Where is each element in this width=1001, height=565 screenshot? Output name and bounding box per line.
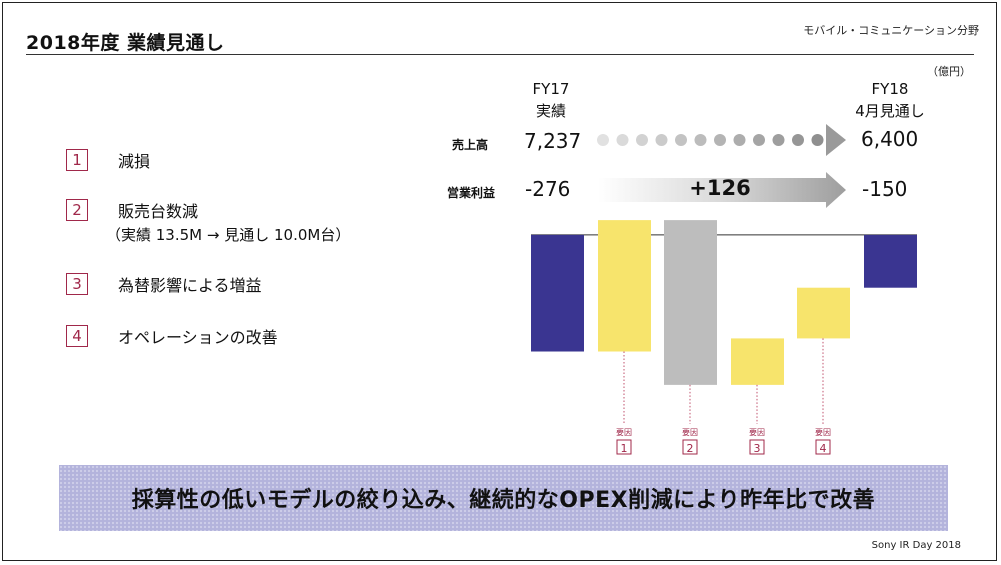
sales-trend-dots [597,134,824,146]
op-row-label: 営業利益 [447,186,496,200]
factor-tag-number: 1 [621,442,628,455]
fy18-header-line2: 4月見通し [855,102,925,120]
waterfall-bar-2 [598,220,651,352]
factor-label: 為替影響による増益 [118,276,262,295]
segment-label: モバイル・コミュニケーション分野 [803,24,979,37]
waterfall-bar-6 [864,234,917,288]
sales-fy17-value: 7,237 [524,129,582,153]
sales-trend-dot [636,134,648,146]
title-divider [26,54,974,55]
sales-trend-dot [792,134,804,146]
unit-label: （億円） [927,65,971,78]
factor-number: 2 [66,199,88,221]
sales-trend-dot [616,134,629,146]
waterfall-bar-4 [731,338,784,385]
op-change-label: +126 [689,176,750,200]
factor-number: 3 [66,273,88,295]
factor-number: 4 [66,325,88,347]
fy18-header: FY18 4月見通し [845,78,935,122]
sales-trend-dot [655,134,668,146]
sales-trend-dot [694,134,707,146]
factor-tag-number: 2 [687,442,694,455]
factor-label: オペレーションの改善 [118,328,278,347]
fy17-header-line2: 実績 [535,102,566,120]
factor-number: 1 [66,149,88,171]
sales-trend-dot [811,134,824,146]
footer-label: Sony IR Day 2018 [871,540,961,551]
op-change-arrow [598,172,846,208]
waterfall-bar-3 [664,220,717,385]
factor-tag-number: 3 [754,442,761,455]
sales-trend-dot [675,134,687,146]
page-title: 2018年度 業績見通し [26,32,225,54]
factor-item-4: 4 オペレーションの改善 [66,324,278,348]
sales-trend-dot [772,134,785,146]
op-fy18-value: -150 [862,177,908,201]
factor-tag-prefix: 要因 [682,428,698,437]
fy17-header-line1: FY17 [532,80,570,98]
factor-tag-prefix: 要因 [749,428,765,437]
sales-trend-dot [597,134,609,146]
sales-trend-dot [733,134,746,146]
sales-arrow-head [826,124,846,156]
factor-label: 販売台数減 [118,202,199,221]
factor-tag-box [616,439,632,455]
factor-item-1: 1 減損 [66,148,150,172]
factor-label: 減損 [118,152,151,171]
summary-banner-text: 採算性の低いモデルの絞り込み、継続的なOPEX削減により昨年比で改善 [131,488,876,513]
factor-tag-box [749,439,765,455]
fy18-header-line1: FY18 [871,80,909,98]
waterfall-bar-5 [797,287,850,339]
factor-2-note: （実績 13.5M → 見通し 10.0M台） [106,226,351,244]
factor-tag-prefix: 要因 [815,428,831,437]
sales-fy18-value: 6,400 [861,127,919,151]
waterfall-bar-1 [531,234,584,352]
fy17-header: FY17 実績 [516,78,586,122]
factor-item-2: 2 販売台数減 [66,198,198,222]
sales-trend-dot [753,134,765,146]
factor-tag-box [815,439,831,455]
sales-row-label: 売上高 [452,138,489,152]
factor-tag-prefix: 要因 [616,428,632,437]
factor-tag-number: 4 [820,442,827,455]
sales-trend-dot [714,134,726,146]
op-fy17-value: -276 [525,177,571,201]
summary-banner: 採算性の低いモデルの絞り込み、継続的なOPEX削減により昨年比で改善 [59,465,948,531]
factor-tag-box [682,439,698,455]
factor-item-3: 3 為替影響による増益 [66,272,262,296]
